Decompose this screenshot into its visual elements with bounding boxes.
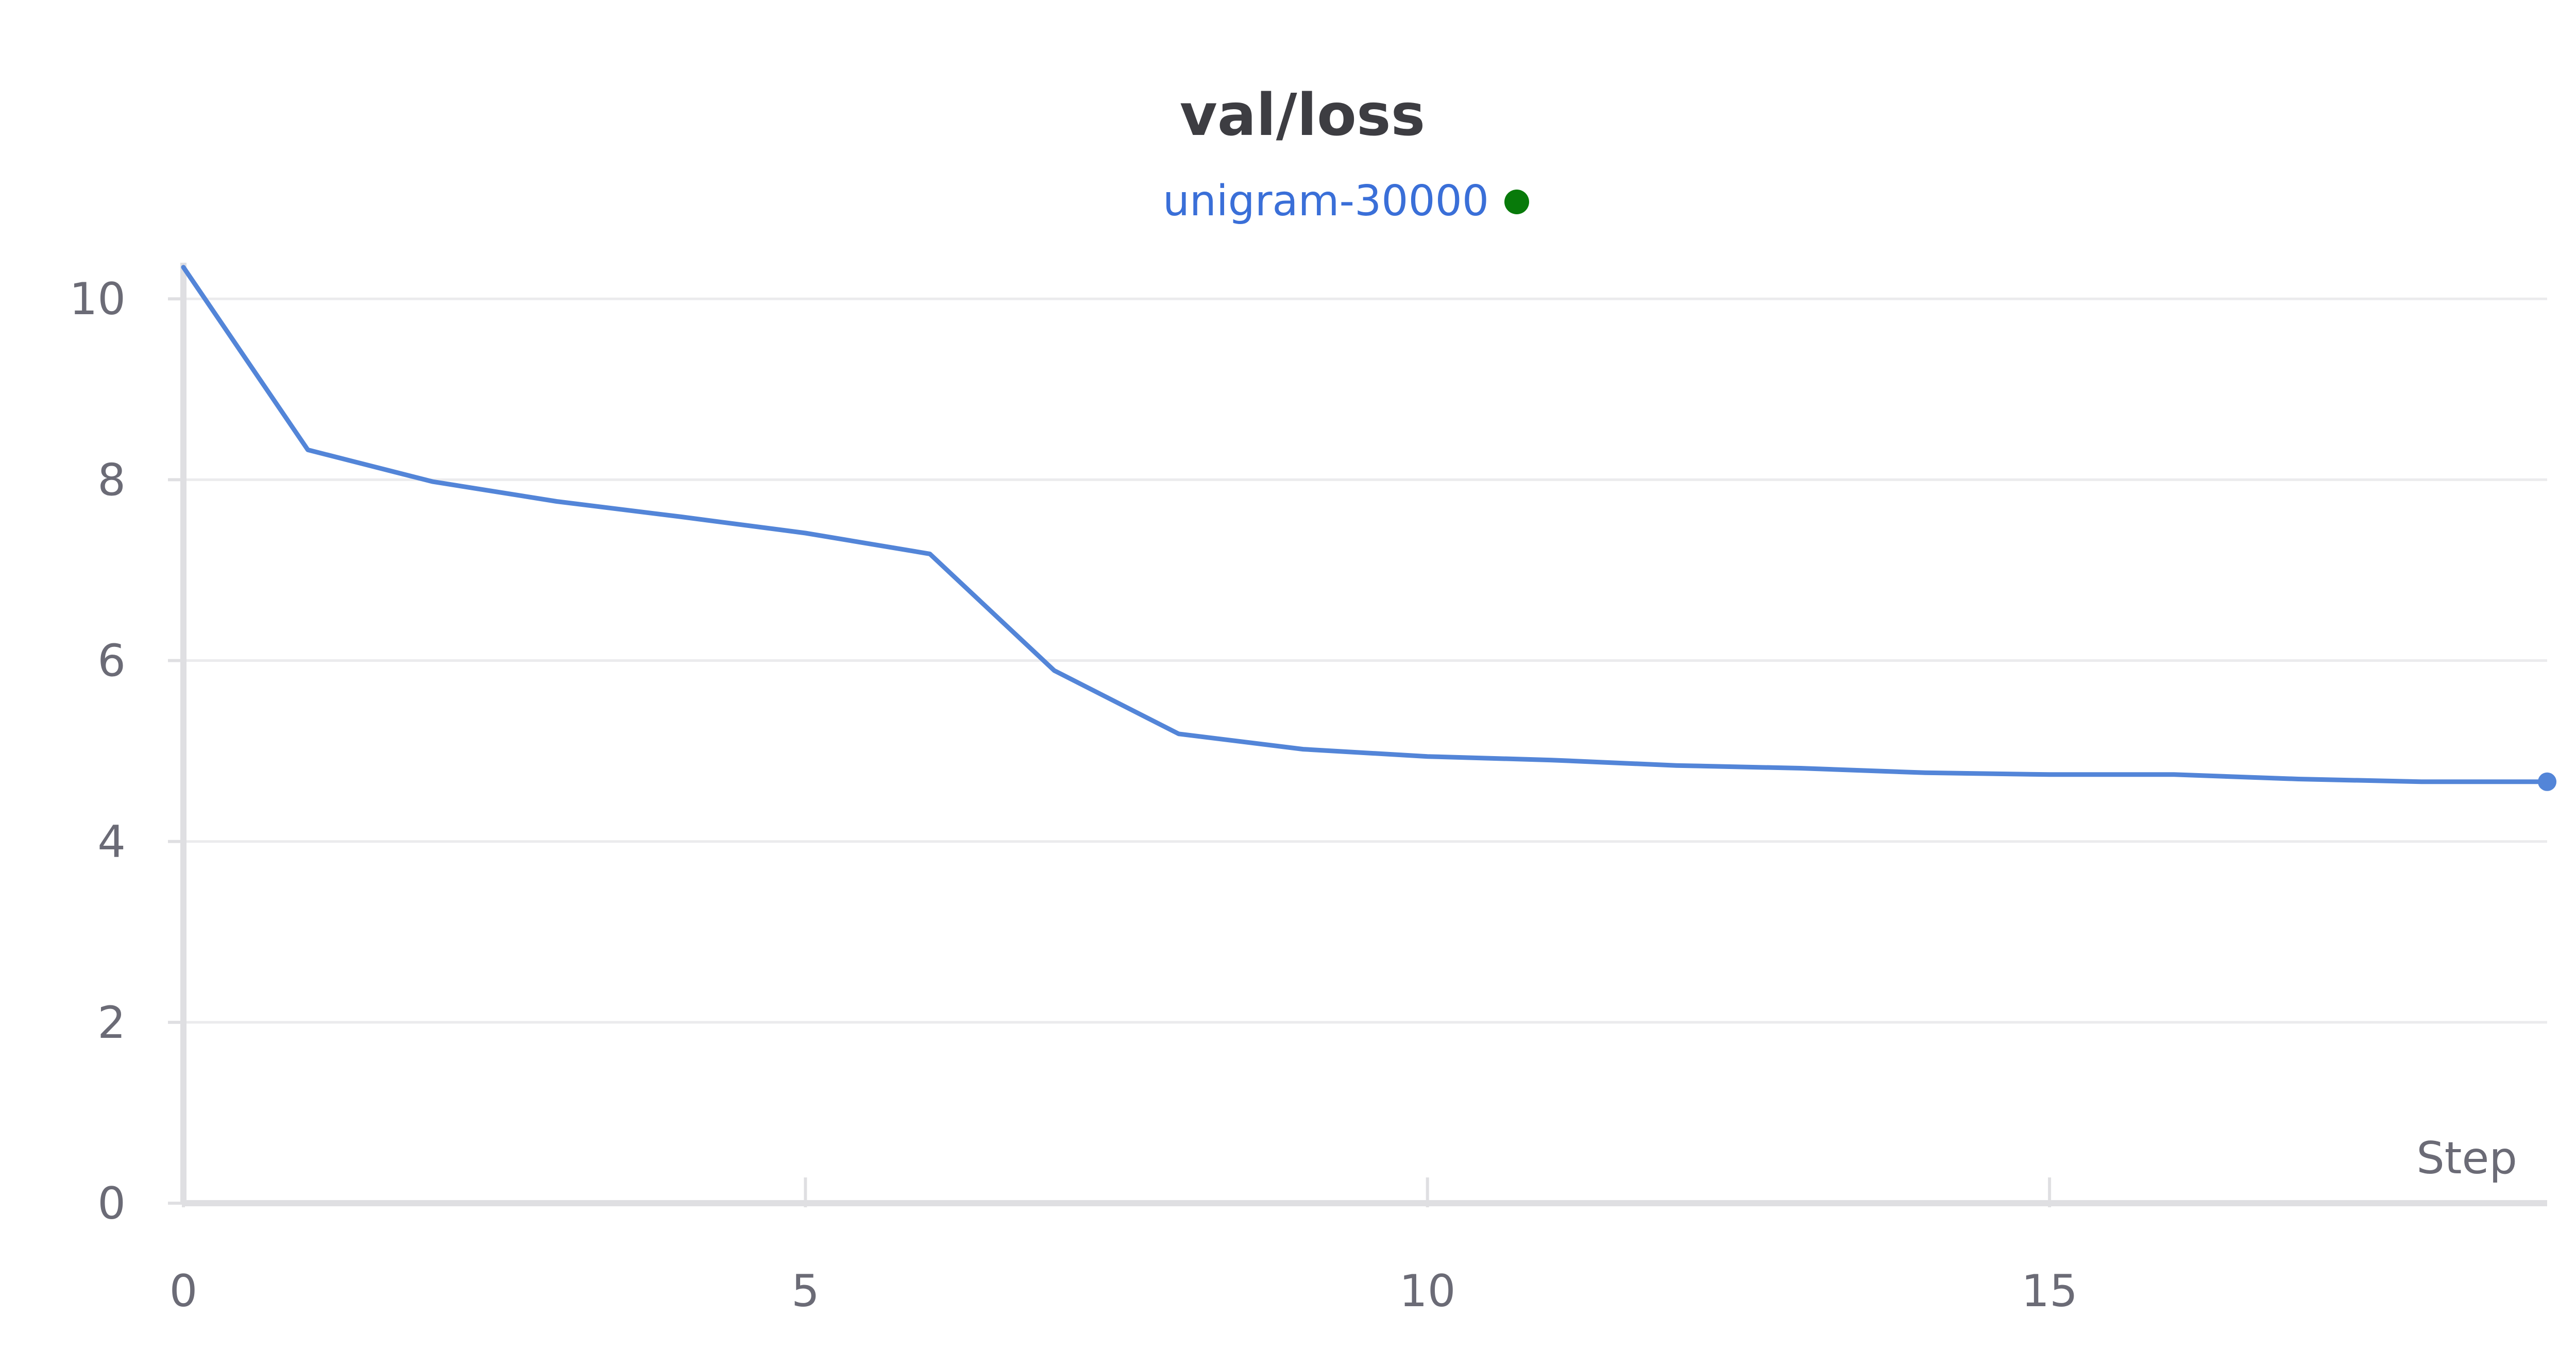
- x-tick-label: 15: [2021, 1266, 2077, 1317]
- axes: [180, 263, 2547, 1206]
- y-tick-label: 10: [70, 273, 126, 325]
- legend[interactable]: unigram-30000: [1163, 177, 1529, 226]
- chart-title: val/loss: [1180, 82, 1426, 149]
- legend-series-marker: [1504, 190, 1529, 214]
- x-tick-label: 0: [170, 1266, 198, 1317]
- y-tick-label: 0: [97, 1178, 126, 1229]
- x-axis-label: Step: [2416, 1133, 2517, 1184]
- series-layer[interactable]: [181, 265, 2556, 791]
- y-tick-label: 4: [97, 816, 126, 868]
- grid-lines: [183, 297, 2547, 1024]
- x-axis-ticks: 0 5 10 15: [170, 1177, 2078, 1317]
- x-tick-label: 5: [791, 1266, 820, 1317]
- legend-series-label[interactable]: unigram-30000: [1163, 177, 1489, 226]
- y-tick-label: 6: [97, 636, 126, 687]
- y-tick-label: 8: [97, 454, 126, 506]
- series-end-point[interactable]: [2538, 772, 2556, 791]
- series-line[interactable]: [181, 265, 2550, 784]
- x-tick-label: 10: [1399, 1266, 1455, 1317]
- y-tick-label: 2: [97, 997, 126, 1049]
- y-axis-ticks: 0 2 4 6 8 10: [70, 273, 183, 1229]
